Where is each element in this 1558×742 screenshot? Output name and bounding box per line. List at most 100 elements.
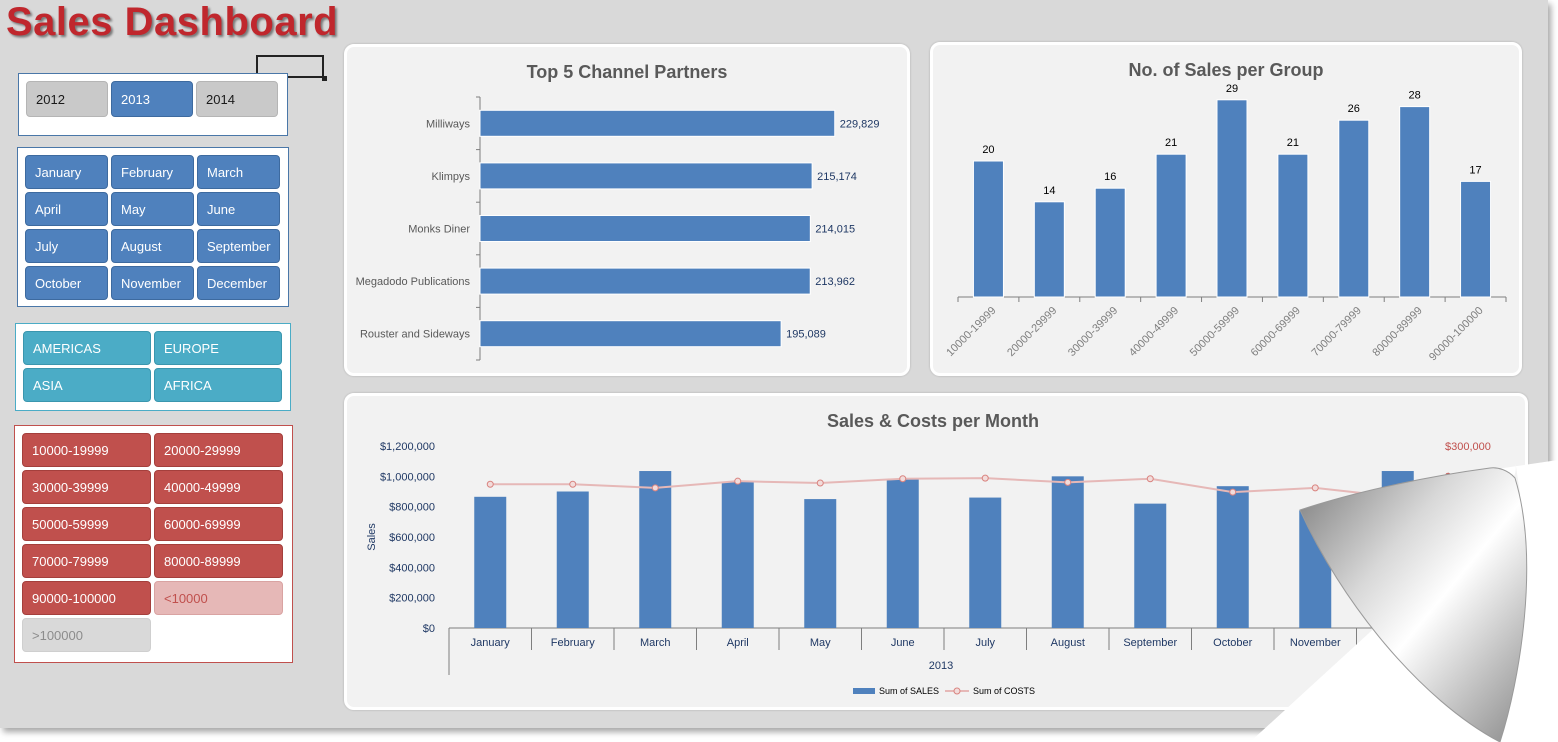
category-label: Megadodo Publications: [356, 276, 471, 288]
sales-bar-august: [1051, 476, 1084, 628]
region-slicer: AMERICAS EUROPE ASIA AFRICA: [15, 323, 291, 411]
data-label: 20: [982, 144, 994, 156]
month-button-september[interactable]: September: [197, 229, 280, 263]
month-button-august[interactable]: August: [111, 229, 194, 263]
costs-point-january: [486, 480, 494, 488]
sales-per-group-panel: No. of Sales per Group 20 10000-19999 14 200…: [930, 42, 1522, 376]
chart-title: Top 5 Channel Partners: [527, 62, 728, 82]
x-tick-label: October: [1213, 637, 1252, 649]
costs-point-october: [1229, 488, 1237, 496]
bar-10000-19999: [972, 160, 1004, 298]
group-button-100000[interactable]: >100000: [22, 618, 151, 652]
month-button-january[interactable]: January: [25, 155, 108, 189]
year-button-2012[interactable]: 2012: [26, 81, 108, 117]
x-group-label: 2013: [929, 660, 953, 672]
category-label: 90000-100000: [1427, 305, 1486, 364]
month-button-december[interactable]: December: [197, 266, 280, 300]
data-label: 28: [1409, 90, 1421, 102]
y-tick-label: $600,000: [389, 532, 435, 544]
top-partners-panel: Top 5 Channel Partners Milliways 229,829 Kl…: [344, 44, 910, 376]
selected-cell[interactable]: [256, 55, 327, 81]
region-button-africa[interactable]: AFRICA: [154, 368, 282, 402]
costs-point-august: [1064, 478, 1072, 486]
x-tick-label: April: [727, 637, 749, 649]
dashboard-sheet: Sales Dashboard 2012 2013 2014 January Febr…: [0, 0, 1548, 728]
category-label: 10000-19999: [944, 305, 998, 359]
x-tick-label: May: [810, 637, 831, 649]
month-button-november[interactable]: November: [111, 266, 194, 300]
dashboard-title: Sales Dashboard: [6, 0, 339, 44]
costs-point-march: [651, 484, 659, 492]
costs-point-february: [569, 480, 577, 488]
y-tick-label: $1,000,000: [380, 471, 435, 483]
sales-costs-panel: Sales & Costs per Month $0 $200,000 $400,00…: [344, 393, 1528, 710]
category-label: 30000-39999: [1066, 305, 1120, 359]
x-tick-label: February: [551, 637, 596, 649]
group-button-90000-100000[interactable]: 90000-100000: [22, 581, 151, 615]
costs-point-december: [1394, 493, 1402, 501]
x-tick-label: January: [471, 637, 511, 649]
value-label: 214,015: [815, 224, 855, 236]
region-button-asia[interactable]: ASIA: [23, 368, 151, 402]
bar-megadodo-publications: [479, 267, 811, 295]
category-label: Monks Diner: [408, 224, 470, 236]
costs-point-may: [816, 479, 824, 487]
region-button-americas[interactable]: AMERICAS: [23, 331, 151, 365]
group-button-70000-79999[interactable]: 70000-79999: [22, 544, 151, 578]
y-tick-label: $800,000: [389, 502, 435, 514]
month-button-october[interactable]: October: [25, 266, 108, 300]
sales-bar-march: [639, 471, 672, 628]
sales-per-group-chart: No. of Sales per Group 20 10000-19999 14 200…: [944, 60, 1507, 364]
data-label: 29: [1226, 83, 1238, 95]
top-partners-chart: Top 5 Channel Partners Milliways 229,829 Kl…: [356, 62, 880, 361]
sales-bar-november: [1299, 510, 1332, 628]
sales-costs-chart: Sales & Costs per Month $0 $200,000 $400,00…: [366, 411, 1491, 696]
y-axis-label: Sales: [366, 523, 378, 551]
month-button-april[interactable]: April: [25, 192, 108, 226]
legend-sales-label: Sum of SALES: [879, 686, 939, 696]
data-label: 14: [1043, 185, 1055, 197]
value-label: 229,829: [840, 118, 880, 130]
month-button-march[interactable]: March: [197, 155, 280, 189]
value-label: 215,174: [817, 171, 857, 183]
category-label: 80000-89999: [1370, 305, 1424, 359]
value-label: 195,089: [786, 329, 826, 341]
costs-point-july: [981, 474, 989, 482]
group-slicer: 10000-19999 20000-29999 30000-39999 40000-4…: [14, 425, 293, 663]
year-button-2014[interactable]: 2014: [196, 81, 278, 117]
year-button-2013[interactable]: 2013: [111, 81, 193, 117]
category-label: 70000-79999: [1310, 305, 1364, 359]
bar-80000-89999: [1399, 106, 1431, 298]
group-button-10000-19999[interactable]: 10000-19999: [22, 433, 151, 467]
costs-point-november: [1311, 484, 1319, 492]
x-tick-label: August: [1051, 637, 1085, 649]
group-button-80000-89999[interactable]: 80000-89999: [154, 544, 283, 578]
region-button-europe[interactable]: EUROPE: [154, 331, 282, 365]
group-button-10000[interactable]: <10000: [154, 581, 283, 615]
x-tick-label: July: [975, 637, 995, 649]
category-label: Klimpys: [431, 171, 470, 183]
group-button-20000-29999[interactable]: 20000-29999: [154, 433, 283, 467]
costs-point-september: [1146, 475, 1154, 483]
bar-rouster-and-sideways: [479, 320, 782, 348]
group-button-50000-59999[interactable]: 50000-59999: [22, 507, 151, 541]
group-button-30000-39999[interactable]: 30000-39999: [22, 470, 151, 504]
costs-point-june: [899, 475, 907, 483]
group-button-60000-69999[interactable]: 60000-69999: [154, 507, 283, 541]
costs-line: [490, 477, 1398, 498]
month-button-february[interactable]: February: [111, 155, 194, 189]
value-label: 213,962: [815, 276, 855, 288]
y-tick-label: $0: [423, 623, 435, 635]
month-button-may[interactable]: May: [111, 192, 194, 226]
month-button-july[interactable]: July: [25, 229, 108, 263]
x-tick-label: December: [1372, 637, 1423, 649]
month-button-june[interactable]: June: [197, 192, 280, 226]
y2-tick-label: $300,000: [1445, 441, 1491, 453]
data-label: 26: [1348, 103, 1360, 115]
data-label: 21: [1287, 137, 1299, 149]
month-slicer: January February March April May June July Augu…: [17, 147, 289, 307]
bar-monks-diner: [479, 215, 811, 242]
data-label: 17: [1469, 164, 1481, 176]
x-tick-label: September: [1123, 637, 1177, 649]
group-button-40000-49999[interactable]: 40000-49999: [154, 470, 283, 504]
